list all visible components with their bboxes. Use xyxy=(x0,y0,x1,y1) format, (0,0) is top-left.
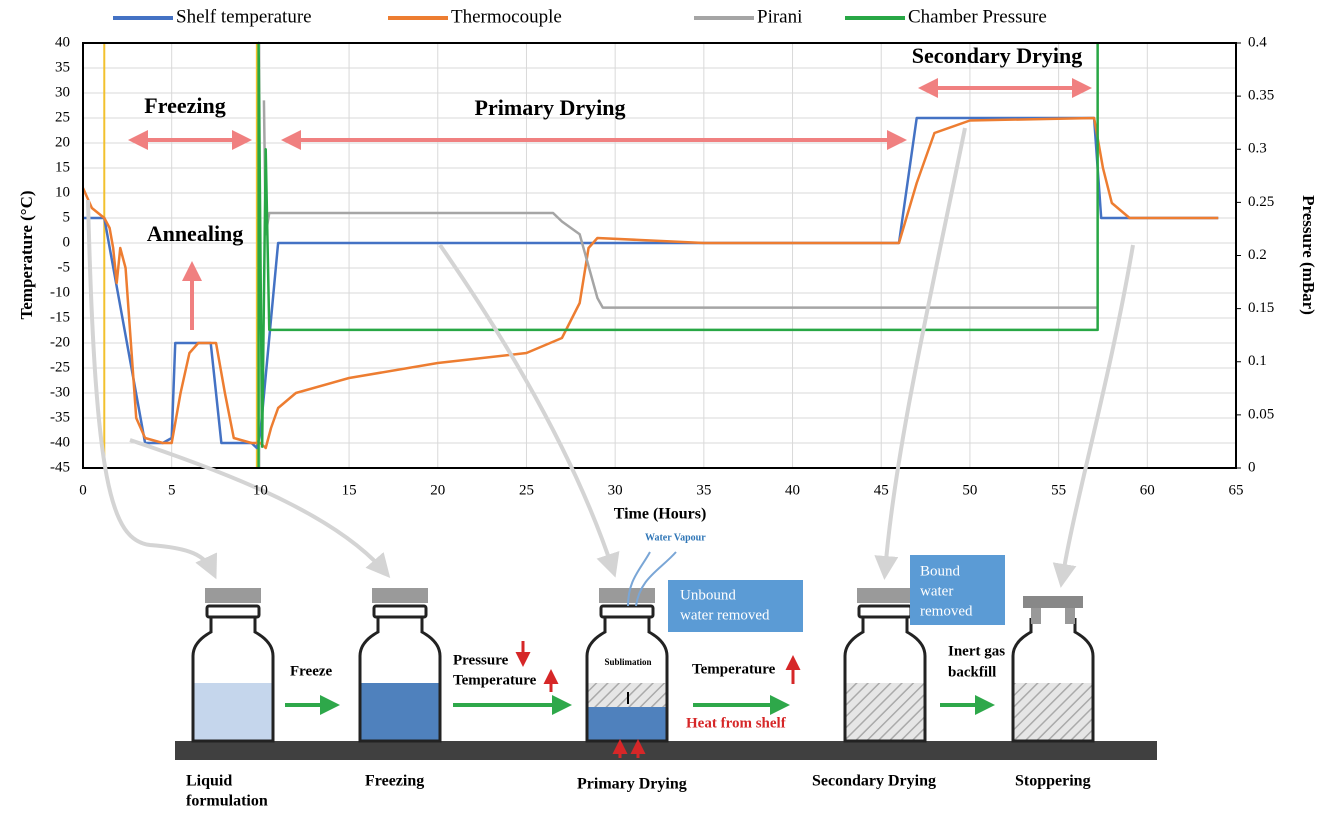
vial-cap xyxy=(374,606,426,617)
y2-axis-title: Pressure (mBar) xyxy=(1299,195,1318,315)
vial-cap xyxy=(1023,596,1083,608)
vial-cap xyxy=(601,606,653,617)
step-label: Primary Drying xyxy=(577,776,687,793)
y-tick-label: 40 xyxy=(55,34,70,50)
x-tick-label: 15 xyxy=(342,482,357,498)
vial-content xyxy=(361,683,439,741)
y-tick-label: 30 xyxy=(55,84,70,100)
series-line xyxy=(259,43,1098,468)
annotation: Primary Drying xyxy=(475,95,626,120)
label: water xyxy=(920,583,953,599)
y-tick-label: -20 xyxy=(50,334,70,350)
y-tick-label: 20 xyxy=(55,134,70,150)
y-tick-label: -25 xyxy=(50,359,70,375)
label: Heat from shelf xyxy=(686,715,787,731)
series-line xyxy=(264,100,1098,307)
y-tick-label: -40 xyxy=(50,434,70,450)
legend: Shelf temperature Thermocouple Pirani Chamb… xyxy=(113,6,1047,27)
y-tick-label: -30 xyxy=(50,384,70,400)
vial-cap xyxy=(205,588,261,603)
y2-tick-label: 0.4 xyxy=(1248,34,1267,50)
y2-tick-label: 0.05 xyxy=(1248,406,1274,422)
label: Temperature xyxy=(453,672,537,688)
x-tick-label: 45 xyxy=(874,482,889,498)
legend-label: Pirani xyxy=(757,6,802,27)
label: Freeze xyxy=(290,663,333,679)
y-tick-label: -45 xyxy=(50,459,70,475)
label: Pressure xyxy=(453,652,509,668)
label: Temperature xyxy=(692,661,776,677)
plot xyxy=(83,43,1218,468)
x-tick-label: 20 xyxy=(430,482,445,498)
annotation: Secondary Drying xyxy=(912,43,1083,68)
y2-tick-label: 0.15 xyxy=(1248,300,1274,316)
legend-label: Chamber Pressure xyxy=(908,6,1047,27)
vial-content xyxy=(194,683,272,741)
vial-cap xyxy=(372,588,428,603)
y-tick-label: 25 xyxy=(55,109,70,125)
vial-cap xyxy=(207,606,259,617)
label: backfill xyxy=(948,664,996,680)
vial-cap xyxy=(1031,608,1041,624)
x-tick-label: 55 xyxy=(1051,482,1066,498)
label: Inert gas xyxy=(948,643,1005,659)
step-label: Secondary Drying xyxy=(812,773,936,790)
step-label: Freezing xyxy=(365,773,424,790)
y2-tick-label: 0.2 xyxy=(1248,247,1267,263)
phase-arrows xyxy=(132,88,1088,330)
legend-label: Thermocouple xyxy=(451,6,562,27)
x-tick-label: 10 xyxy=(253,482,268,498)
vial-content xyxy=(1014,683,1092,741)
y2-tick-label: 0.1 xyxy=(1248,353,1267,369)
y-tick-label: -5 xyxy=(58,259,71,275)
figure: Temperature (°C) Pressure (mBar) Time (H… xyxy=(0,0,1328,814)
vial-cap xyxy=(857,588,913,603)
diagram-text: Freeze Pressure Temperature Temperature … xyxy=(186,532,1091,809)
legend-label: Shelf temperature xyxy=(176,6,312,27)
x-tick-label: 0 xyxy=(79,482,87,498)
y-tick-label: -35 xyxy=(50,409,70,425)
vial-cap xyxy=(859,606,911,617)
label: Bound xyxy=(920,563,961,579)
annotation: Freezing xyxy=(144,93,225,118)
label: Unbound xyxy=(680,587,736,603)
x-tick-label: 25 xyxy=(519,482,534,498)
y2-tick-label: 0.25 xyxy=(1248,194,1274,210)
y-tick-label: 5 xyxy=(63,209,71,225)
x-axis-title: Time (Hours) xyxy=(614,506,707,523)
x-tick-label: 35 xyxy=(696,482,711,498)
step-label: Stoppering xyxy=(1015,773,1091,790)
y2-tick-label: 0 xyxy=(1248,459,1256,475)
y-tick-label: 0 xyxy=(63,234,71,250)
x-tick-label: 5 xyxy=(168,482,176,498)
x-tick-label: 40 xyxy=(785,482,800,498)
x-tick-label: 60 xyxy=(1140,482,1155,498)
step-label: Liquid xyxy=(186,773,232,790)
connector-arrows xyxy=(88,128,1133,580)
y-tick-label: -15 xyxy=(50,309,70,325)
step-label: formulation xyxy=(186,793,268,810)
y-tick-label: 35 xyxy=(55,59,70,75)
vial-cap xyxy=(599,588,655,603)
shelf xyxy=(175,741,1157,760)
y2-tick-label: 0.3 xyxy=(1248,141,1267,157)
label: Sublimation xyxy=(604,657,651,667)
x-tick-label: 50 xyxy=(962,482,977,498)
label: water removed xyxy=(680,607,770,623)
vial-cap xyxy=(1065,608,1075,624)
y-tick-label: 10 xyxy=(55,184,70,200)
vial-content xyxy=(846,683,924,741)
y-tick-label: -10 xyxy=(50,284,70,300)
vial-content xyxy=(588,707,666,741)
y-tick-label: 15 xyxy=(55,159,70,175)
y2-tick-label: 0.35 xyxy=(1248,88,1274,104)
x-tick-label: 30 xyxy=(608,482,623,498)
label: Water Vapour xyxy=(645,532,706,543)
y-axis-title: Temperature (°C) xyxy=(17,190,36,319)
label: removed xyxy=(920,603,973,619)
x-tick-label: 65 xyxy=(1229,482,1244,498)
annotation: Annealing xyxy=(147,221,244,246)
